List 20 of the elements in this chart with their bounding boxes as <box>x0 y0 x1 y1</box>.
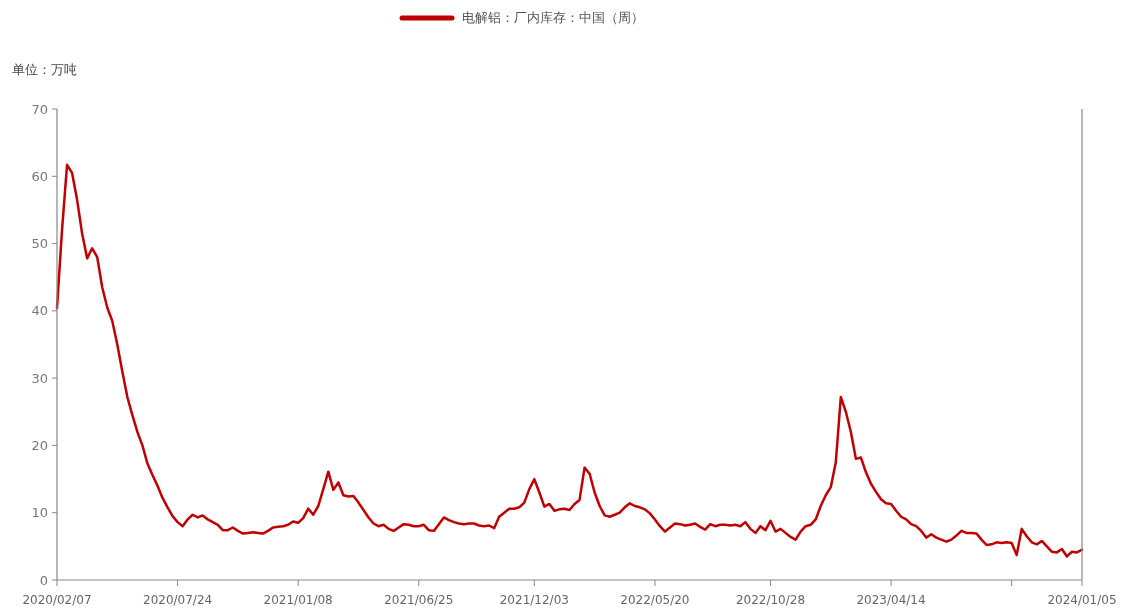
x-tick-label: 2021/01/08 <box>263 593 333 607</box>
y-tick-label: 50 <box>31 236 48 252</box>
y-axis-title: 单位：万吨 <box>12 62 77 77</box>
y-tick-label: 10 <box>31 505 48 521</box>
line-series <box>55 163 1084 558</box>
y-tick-label: 70 <box>31 101 48 117</box>
y-tick-label: 40 <box>31 303 48 319</box>
y-tick-label: 60 <box>31 168 48 184</box>
x-tick-label: 2023/04/14 <box>856 593 926 607</box>
legend-label: 电解铝：厂内库存：中国（周） <box>462 10 644 25</box>
x-tick-label: 2024/01/05 <box>1047 593 1117 607</box>
x-tick-label: 2022/10/28 <box>735 593 806 607</box>
x-tick-label: 2021/12/03 <box>499 593 569 607</box>
x-tick-label: 2020/07/24 <box>143 593 213 607</box>
y-tick-label: 20 <box>31 437 48 453</box>
x-tick-label: 2020/02/07 <box>22 593 92 607</box>
y-tick-label: 0 <box>39 572 48 588</box>
y-tick-label: 30 <box>31 370 48 386</box>
x-tick-label: 2022/05/20 <box>620 593 690 607</box>
x-tick-label: 2021/06/25 <box>384 593 454 607</box>
